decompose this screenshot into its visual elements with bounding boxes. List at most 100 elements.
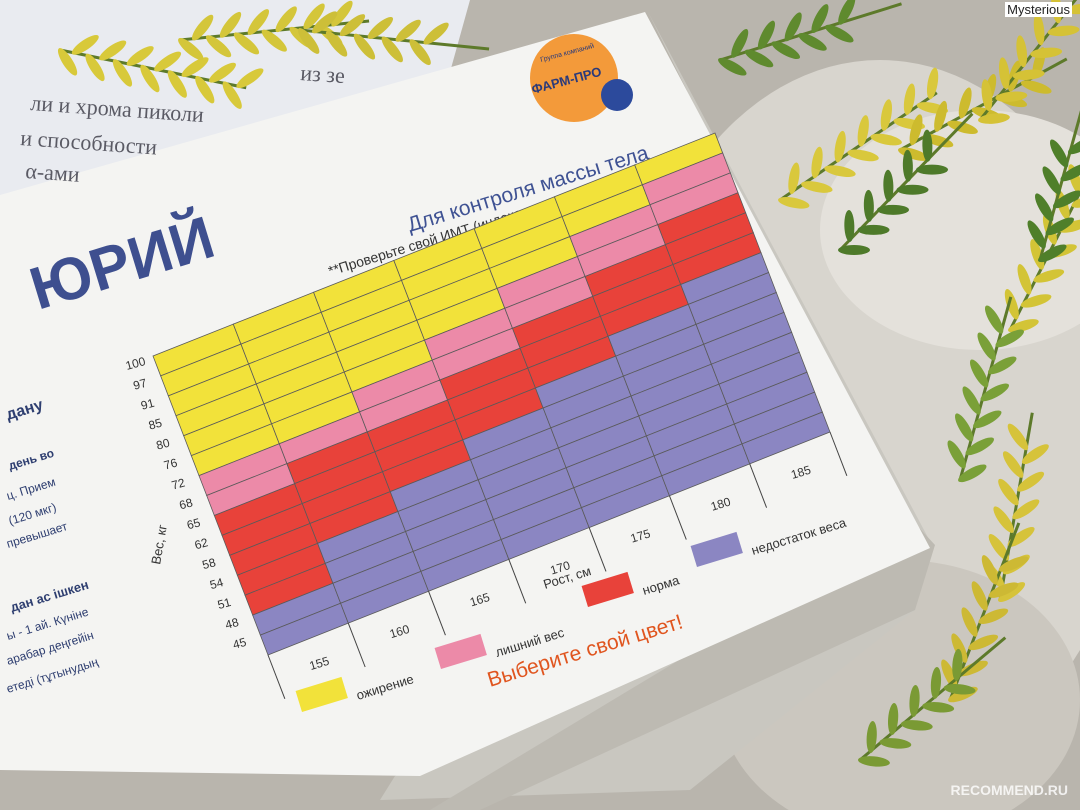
leaf (222, 81, 242, 109)
y-tick-label: 45 (231, 635, 248, 652)
watermark-user: Mysterious (1005, 2, 1072, 17)
leaf (998, 556, 1029, 572)
leaf (126, 46, 154, 66)
leaf (811, 4, 829, 34)
leaf (311, 11, 338, 34)
leaf (926, 67, 939, 100)
leaf (838, 0, 856, 25)
leaf (57, 48, 78, 76)
leaf-sprig (298, 11, 490, 66)
leaf (958, 87, 972, 119)
leaf (423, 22, 449, 45)
leaf (1004, 289, 1019, 320)
leaf (951, 633, 968, 663)
leaf (887, 703, 899, 735)
leaf (261, 29, 287, 52)
y-tick-label: 72 (170, 475, 187, 492)
y-tick-label: 65 (185, 515, 202, 532)
leaf-sprig (718, 0, 902, 76)
book-text-line: и способности (20, 125, 158, 159)
leaf (965, 437, 995, 456)
leaf (988, 534, 1010, 561)
x-tick-line (508, 559, 527, 604)
leaf (1060, 163, 1080, 182)
leaf (71, 34, 99, 55)
leaf (1008, 319, 1039, 333)
leaf (409, 39, 431, 66)
book-text-line: из зе (300, 60, 346, 88)
leaf (236, 68, 264, 89)
leaf (883, 169, 894, 202)
y-tick-label: 76 (162, 455, 179, 472)
leaf (1020, 294, 1052, 308)
leaf (1042, 166, 1061, 195)
leaf (958, 464, 987, 483)
leaf (977, 332, 996, 361)
leaf (978, 113, 1010, 124)
leaf (916, 164, 949, 175)
leaf (1020, 80, 1052, 94)
leaf (788, 162, 800, 195)
leaf (981, 555, 998, 585)
leaf (85, 53, 105, 82)
leaf-sprig (947, 296, 1024, 483)
leaf (1007, 423, 1029, 451)
leaf (866, 721, 877, 753)
y-tick-label: 62 (193, 535, 210, 552)
leaf (988, 356, 1017, 375)
leaf (847, 149, 879, 162)
leaf (1038, 244, 1067, 263)
leaf (1035, 193, 1054, 222)
y-tick-label: 80 (155, 436, 172, 453)
leaf (1071, 194, 1080, 208)
leaf (993, 506, 1014, 533)
leaf (181, 57, 209, 78)
y-axis-label: Вес, кг (148, 523, 170, 565)
leaf (902, 149, 913, 182)
leaf (1045, 217, 1075, 236)
leaf (367, 16, 394, 39)
leaf (331, 0, 353, 27)
leaf (325, 30, 348, 57)
leaf (955, 413, 974, 442)
leaf (825, 24, 854, 43)
leaf (395, 19, 421, 42)
leaf (870, 133, 902, 146)
x-tick-line (829, 431, 848, 477)
leaf (857, 224, 890, 235)
leaf (247, 9, 270, 35)
leaf (99, 40, 127, 61)
leaf (968, 634, 999, 651)
leaf (757, 20, 775, 50)
leaf (980, 383, 1010, 402)
leaf (844, 209, 855, 242)
leaf (1053, 190, 1080, 209)
leaf (1065, 3, 1080, 15)
leaf (909, 684, 920, 717)
leaf-sprig (57, 34, 264, 109)
leaf-sprig (858, 636, 1007, 767)
legend-swatch (690, 531, 743, 568)
leaf-sprig (1027, 110, 1080, 263)
x-tick-line (267, 654, 286, 700)
legend-swatch (295, 676, 348, 712)
leaf (909, 114, 923, 146)
x-tick-line (749, 463, 768, 508)
leaf (998, 57, 1010, 90)
leaf (1068, 136, 1080, 155)
leaf (353, 33, 376, 60)
leaf (1007, 526, 1035, 547)
x-tick-label: 165 (468, 590, 492, 609)
leaf (195, 75, 215, 104)
leaf (1047, 25, 1080, 37)
leaf (1030, 47, 1063, 59)
leaf (798, 33, 827, 51)
leaf (877, 204, 910, 215)
leaf (988, 582, 1019, 598)
leaf (903, 83, 916, 116)
leaf (981, 79, 993, 112)
leaf (1002, 451, 1024, 478)
x-tick-label: 175 (629, 526, 653, 545)
